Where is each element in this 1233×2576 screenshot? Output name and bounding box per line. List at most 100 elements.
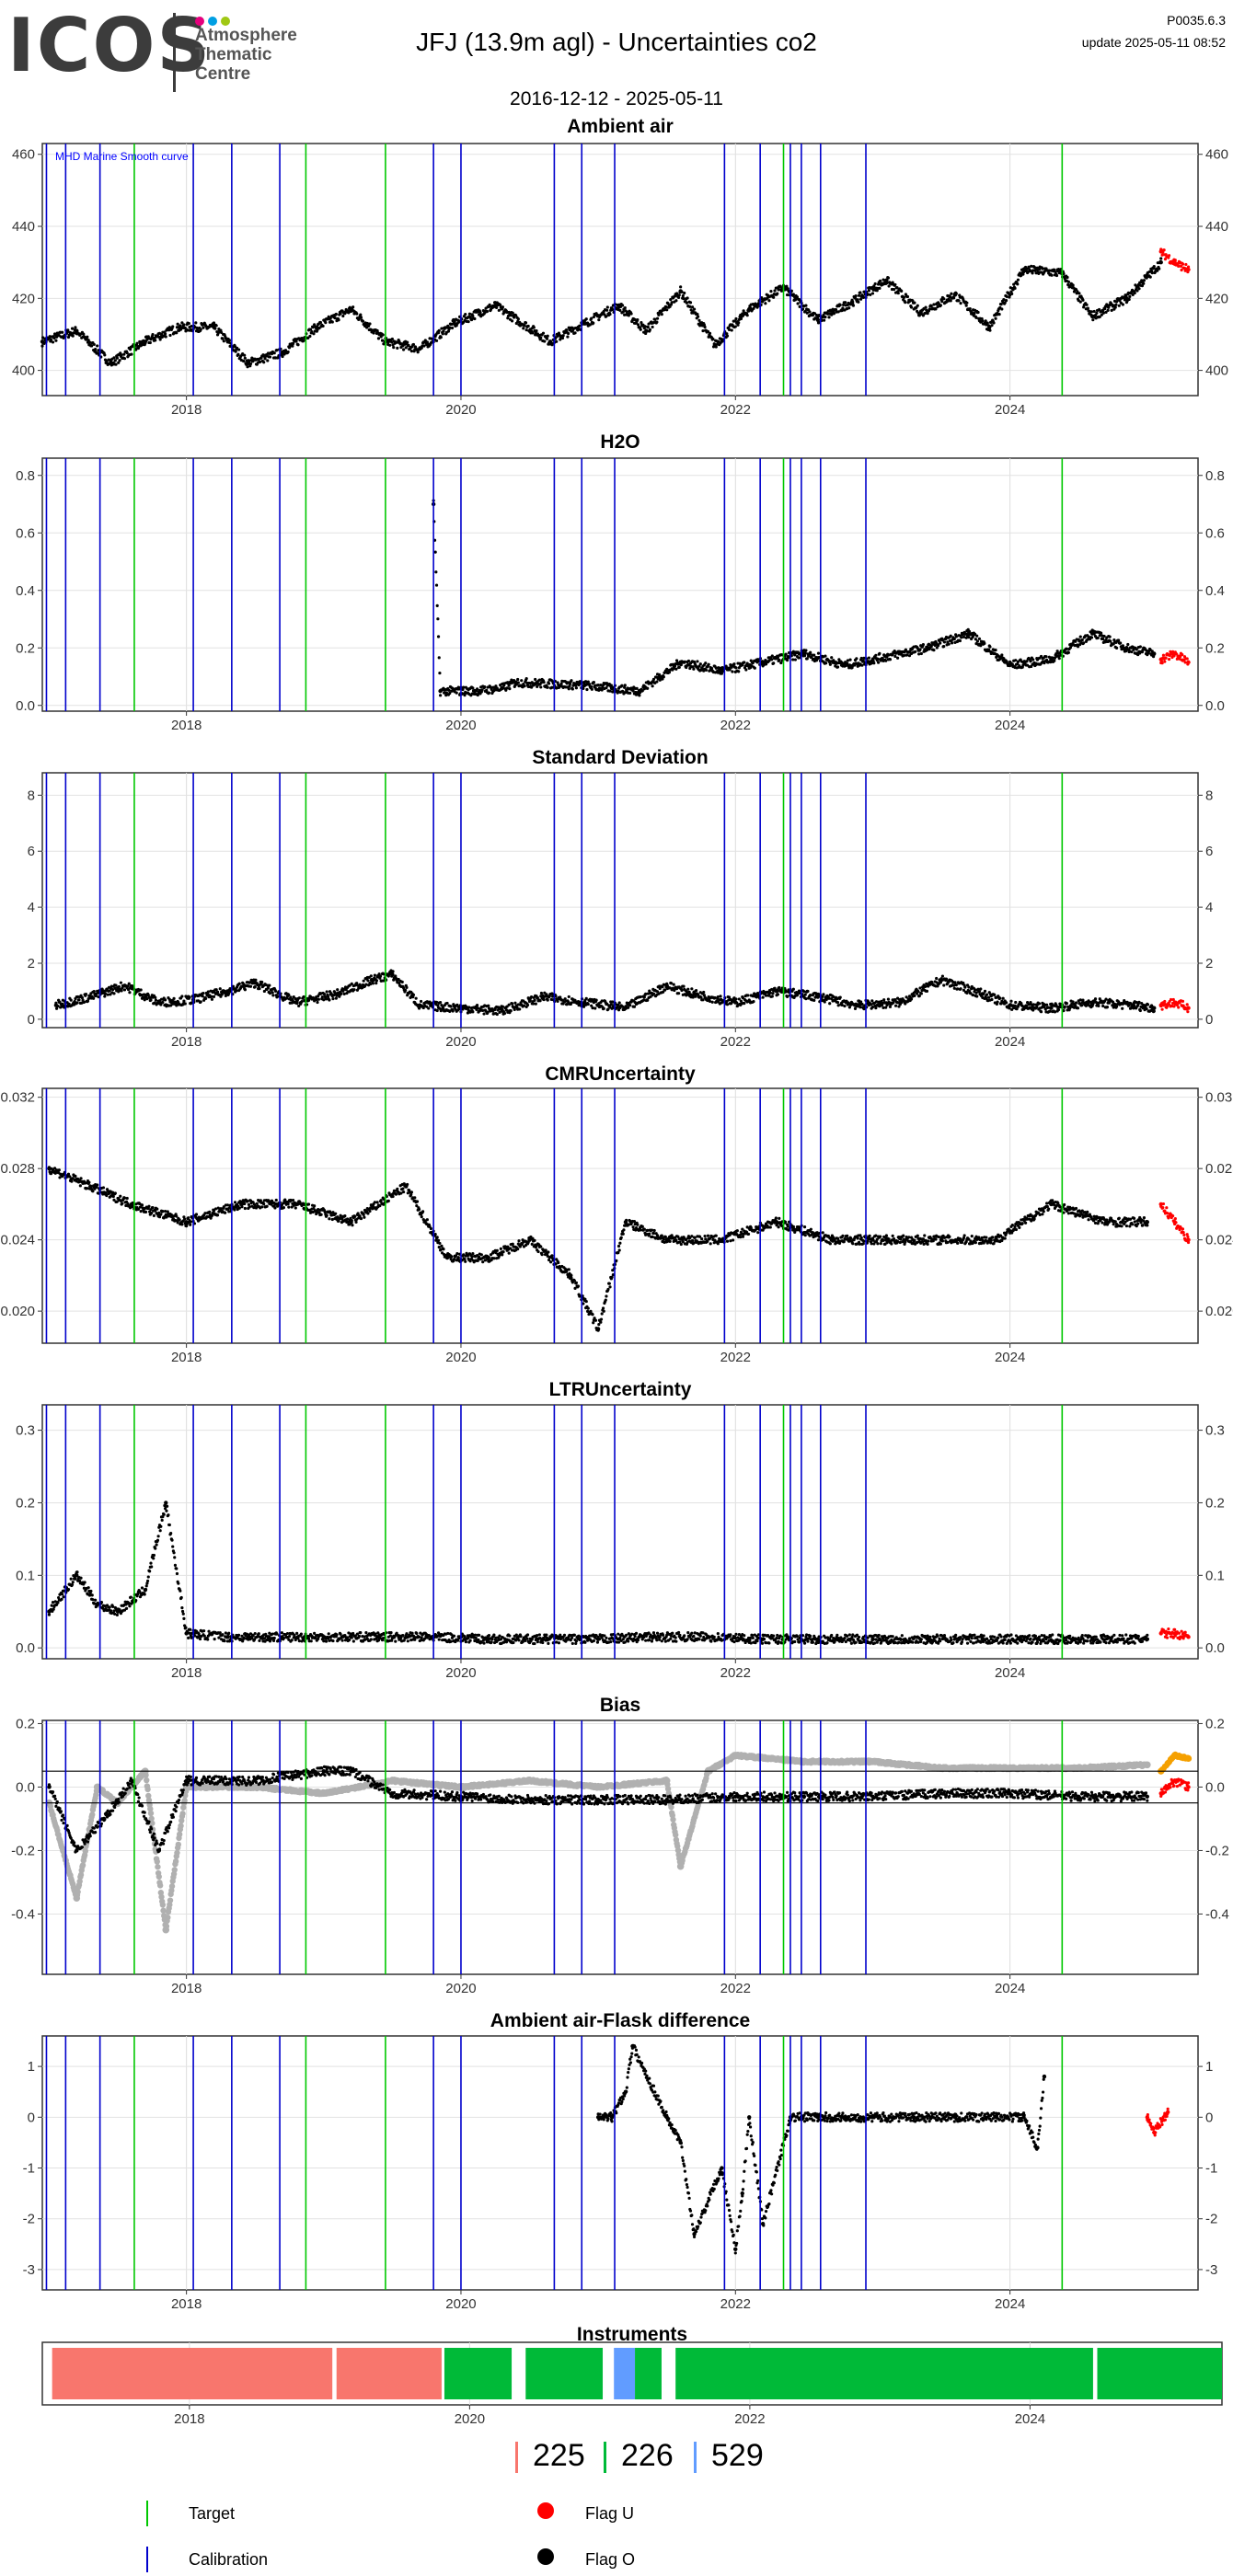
data-point [924, 305, 928, 309]
data-point [590, 687, 593, 691]
data-point [600, 688, 604, 692]
data-point [438, 694, 443, 697]
data-point [322, 992, 327, 996]
data-point [824, 315, 827, 319]
data-point [514, 314, 518, 317]
data-point [373, 973, 376, 977]
data-point [122, 357, 127, 361]
data-point [878, 286, 882, 290]
data-point [696, 660, 699, 663]
y-tick-label-right: 460 [1205, 147, 1228, 163]
data-point [248, 984, 253, 988]
data-point [629, 312, 633, 316]
data-point [1074, 1001, 1078, 1005]
data-point [161, 1000, 165, 1005]
data-point [1114, 303, 1118, 306]
data-point [954, 983, 958, 987]
data-point [683, 660, 686, 663]
data-point [773, 289, 777, 293]
x-tick-label: 2024 [995, 1034, 1025, 1050]
data-point [122, 352, 126, 356]
data-point [776, 993, 780, 996]
data-point [816, 651, 821, 655]
data-point [768, 991, 772, 995]
data-point [1045, 1003, 1049, 1006]
data-point [1009, 999, 1013, 1003]
data-point [495, 1012, 499, 1017]
data-point [857, 300, 860, 304]
data-point [149, 998, 153, 1002]
data-point [646, 326, 650, 329]
data-point [40, 344, 44, 348]
data-point [215, 990, 220, 994]
data-point [154, 339, 157, 342]
data-point [258, 986, 261, 991]
data-point [608, 312, 612, 316]
data-point [142, 993, 146, 996]
data-point [913, 650, 917, 653]
data-point [590, 684, 593, 689]
data-point [176, 322, 179, 326]
data-point [593, 1006, 597, 1010]
data-point [114, 362, 118, 366]
data-point [522, 327, 525, 330]
data-point [985, 321, 989, 325]
data-point [379, 335, 383, 339]
data-point [1091, 318, 1095, 322]
data-point [1013, 286, 1017, 290]
data-point [546, 685, 549, 689]
data-point [965, 301, 969, 305]
data-point [770, 995, 774, 998]
y-tick-label-right: 0.6 [1205, 525, 1225, 541]
data-point [692, 667, 696, 671]
data-point [1066, 650, 1070, 654]
data-point [828, 1002, 832, 1006]
data-point [1172, 651, 1177, 656]
data-point [804, 997, 808, 1001]
data-point [475, 1004, 479, 1007]
data-point [1063, 1005, 1066, 1008]
data-point [275, 348, 279, 352]
data-point [620, 684, 624, 687]
data-point [672, 983, 675, 986]
data-point [1106, 308, 1110, 312]
data-point [977, 990, 982, 994]
data-point [985, 993, 989, 996]
data-point [801, 651, 807, 656]
data-point [315, 325, 319, 329]
data-point [471, 686, 475, 690]
data-point [737, 670, 741, 673]
update-timestamp: update 2025-05-11 08:52 [1081, 35, 1226, 50]
data-point [874, 1000, 879, 1004]
data-point [921, 643, 925, 647]
data-point [952, 986, 956, 990]
data-point [704, 668, 709, 672]
data-point [744, 668, 748, 672]
data-point [112, 992, 116, 995]
data-point [535, 328, 538, 333]
data-point [473, 316, 477, 321]
data-point [436, 635, 441, 638]
data-point [784, 652, 788, 656]
data-point [806, 989, 810, 994]
data-point [1078, 635, 1082, 638]
data-point [190, 325, 193, 328]
data-point [1014, 659, 1018, 662]
data-point [1172, 259, 1177, 265]
data-point [497, 308, 501, 312]
data-point [1000, 307, 1004, 311]
data-point [812, 998, 816, 1002]
data-point [310, 329, 314, 334]
data-point [1104, 997, 1108, 1001]
x-tick-label: 2020 [445, 1034, 476, 1050]
x-tick-label: 2024 [995, 718, 1025, 733]
data-point [441, 332, 444, 336]
data-point [452, 321, 456, 326]
data-point [772, 295, 776, 299]
data-point [106, 993, 109, 996]
data-point [884, 654, 889, 659]
data-point [66, 328, 70, 332]
data-point [752, 1000, 755, 1004]
data-point [471, 314, 475, 318]
